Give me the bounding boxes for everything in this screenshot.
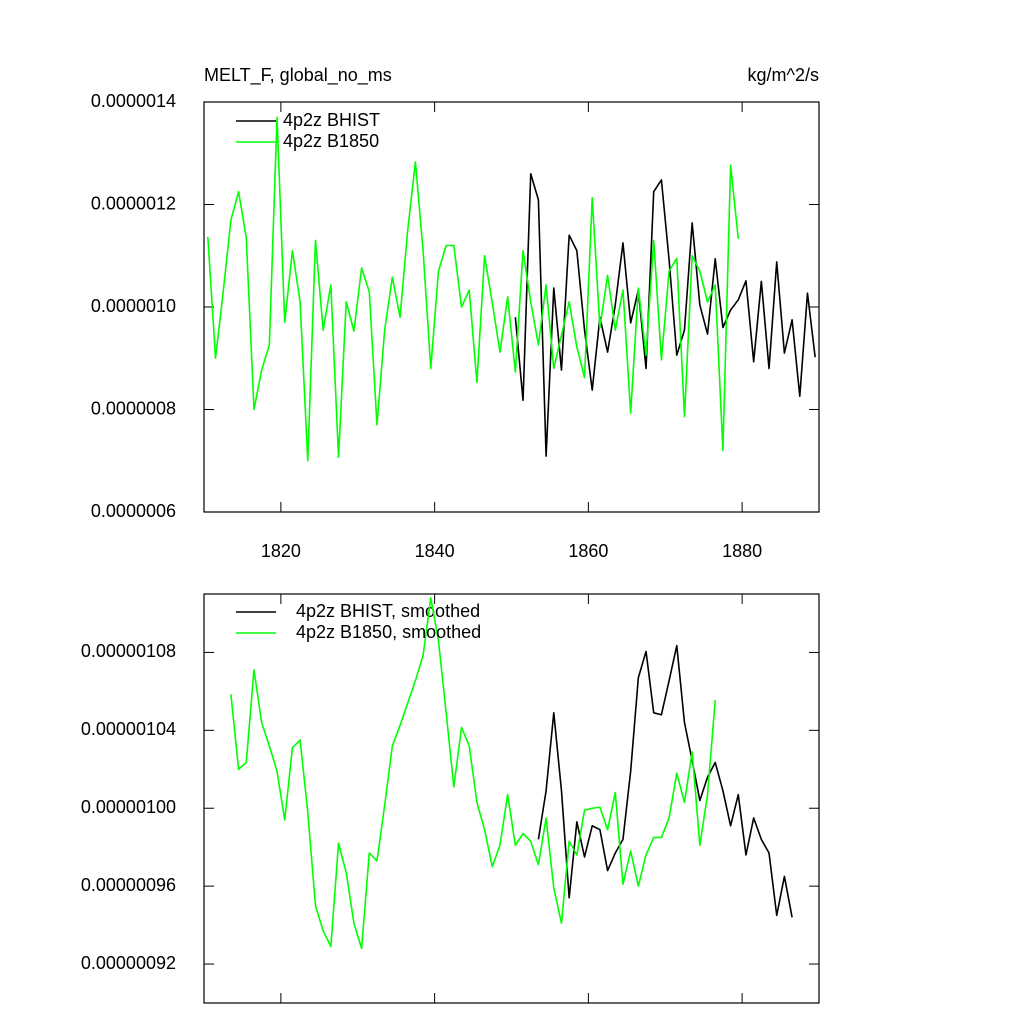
legend-label: 4p2z B1850, smoothed: [296, 622, 481, 642]
plot-frame: [203, 593, 820, 1004]
y-tick-label: 0.00000096: [81, 875, 176, 895]
x-tick-label: 1860: [568, 541, 608, 561]
y-tick-label: 0.00000100: [81, 797, 176, 817]
x-tick-label: 1880: [722, 541, 762, 561]
units-label: kg/m^2/s: [748, 65, 819, 85]
x-tick-label: 1820: [261, 541, 301, 561]
y-tick-label: 0.00000092: [81, 953, 176, 973]
legend-label: 4p2z BHIST: [283, 110, 380, 130]
y-tick-label: 0.0000012: [91, 193, 176, 213]
y-tick-label: 0.0000010: [91, 296, 176, 316]
y-tick-label: 0.00000104: [81, 719, 176, 739]
chart-title: MELT_F, global_no_ms: [204, 65, 392, 86]
x-tick-label: 1840: [415, 541, 455, 561]
series-line: [514, 172, 816, 457]
legend-label: 4p2z B1850: [283, 131, 379, 151]
y-tick-label: 0.0000008: [91, 398, 176, 418]
series-line: [537, 644, 793, 918]
y-tick-label: 0.0000006: [91, 501, 176, 521]
y-tick-label: 0.0000014: [91, 91, 176, 111]
series-line: [207, 116, 740, 462]
y-tick-label: 0.00000108: [81, 641, 176, 661]
legend-label: 4p2z BHIST, smoothed: [296, 601, 480, 621]
series-line: [230, 597, 717, 950]
